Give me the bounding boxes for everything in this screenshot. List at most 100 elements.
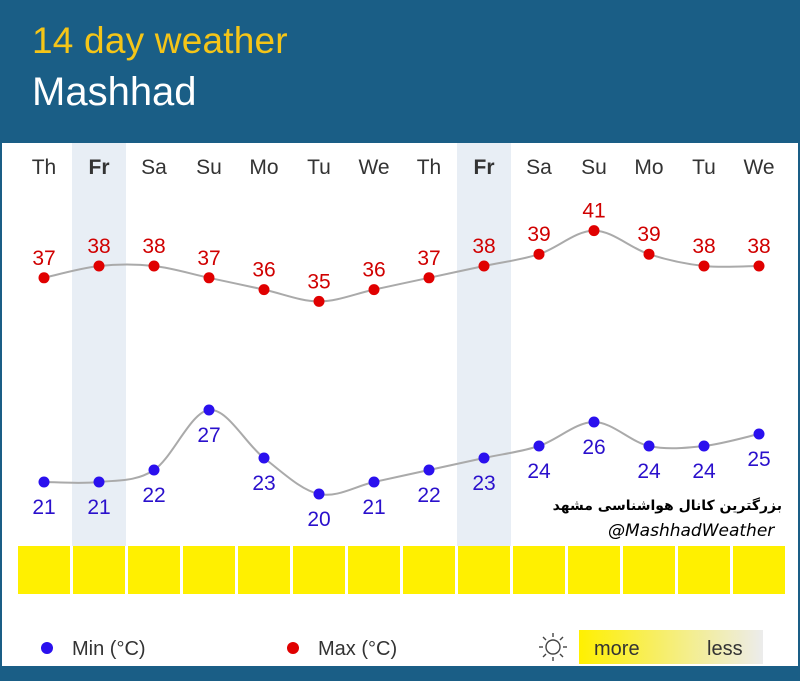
- max-point: [203, 272, 215, 284]
- sunshine-more-label: more: [594, 638, 640, 660]
- day-label: Fr: [474, 156, 495, 179]
- max-point: [533, 248, 545, 260]
- sunshine-cell: [403, 546, 455, 594]
- day-label: Su: [581, 156, 607, 179]
- min-value-label: 22: [142, 484, 165, 507]
- min-point: [368, 476, 380, 488]
- max-value-label: 39: [527, 223, 550, 246]
- sunshine-cell: [293, 546, 345, 594]
- min-value-label: 21: [362, 496, 385, 519]
- max-point: [368, 284, 380, 296]
- max-value-label: 41: [582, 200, 605, 223]
- max-value-label: 35: [307, 270, 330, 293]
- sunshine-cell: [733, 546, 785, 594]
- legend-max-dot: [287, 642, 299, 654]
- min-point: [533, 440, 545, 452]
- min-point: [148, 464, 160, 476]
- day-label: We: [743, 156, 774, 179]
- sunshine-cell: [458, 546, 510, 594]
- min-value-label: 23: [252, 472, 275, 495]
- sunshine-cell: [678, 546, 730, 594]
- header: 14 day weather Mashhad: [2, 0, 800, 143]
- max-value-label: 38: [87, 235, 110, 258]
- min-point: [258, 452, 270, 464]
- legend: Min (°C) Max (°C) more less: [41, 630, 763, 664]
- max-point: [38, 272, 50, 284]
- max-point: [93, 260, 105, 272]
- sunshine-scale: [579, 630, 763, 664]
- min-value-label: 24: [637, 460, 661, 483]
- min-value-label: 27: [197, 424, 220, 447]
- watermark-channel: بزرگترین کانال هواشناسی مشهد: [552, 498, 782, 514]
- max-point: [478, 260, 490, 272]
- min-value-label: 24: [527, 460, 551, 483]
- min-point: [643, 440, 655, 452]
- min-point: [423, 464, 435, 476]
- max-point: [588, 225, 600, 237]
- sunshine-cell: [568, 546, 620, 594]
- day-label: Mo: [634, 156, 663, 179]
- max-value-label: 38: [472, 235, 495, 258]
- day-label: Sa: [141, 156, 167, 179]
- sun-icon: [539, 633, 567, 661]
- page-title: 14 day weather: [32, 20, 288, 61]
- max-value-label: 39: [637, 223, 660, 246]
- max-point: [753, 260, 765, 272]
- day-label: Su: [196, 156, 222, 179]
- max-point: [148, 260, 160, 272]
- day-label: Th: [32, 156, 57, 179]
- max-point: [423, 272, 435, 284]
- sunshine-cell: [348, 546, 400, 594]
- day-label: Sa: [526, 156, 552, 179]
- max-value-label: 36: [362, 259, 385, 282]
- day-label: Tu: [307, 156, 331, 179]
- sunshine-cell: [513, 546, 565, 594]
- min-point: [203, 404, 215, 416]
- sunshine-cell: [623, 546, 675, 594]
- day-label: Tu: [692, 156, 716, 179]
- min-value-label: 26: [582, 436, 605, 459]
- legend-max-label: Max (°C): [318, 638, 397, 660]
- max-point: [643, 248, 655, 260]
- day-label: We: [358, 156, 389, 179]
- max-point: [313, 295, 325, 307]
- min-point: [38, 476, 50, 488]
- min-point: [753, 428, 765, 440]
- max-value-label: 36: [252, 259, 275, 282]
- highlight-column: [457, 143, 511, 546]
- legend-min-dot: [41, 642, 53, 654]
- watermark-handle: @MashhadWeather: [608, 521, 775, 541]
- day-label: Th: [417, 156, 442, 179]
- min-value-label: 20: [307, 508, 330, 531]
- sunshine-cell: [18, 546, 70, 594]
- city-name: Mashhad: [32, 70, 197, 114]
- min-value-label: 21: [32, 496, 55, 519]
- sunshine-cell: [238, 546, 290, 594]
- max-point: [258, 284, 270, 296]
- sunshine-cell: [73, 546, 125, 594]
- min-point: [698, 440, 710, 452]
- sunshine-cell: [183, 546, 235, 594]
- max-value-label: 37: [197, 247, 220, 270]
- max-value-label: 38: [142, 235, 165, 258]
- max-value-label: 37: [32, 247, 55, 270]
- max-value-label: 38: [747, 235, 770, 258]
- legend-min-label: Min (°C): [72, 638, 146, 660]
- min-point: [588, 416, 600, 428]
- min-value-label: 23: [472, 472, 495, 495]
- day-label: Fr: [89, 156, 110, 179]
- min-point: [478, 452, 490, 464]
- sunshine-cell: [128, 546, 180, 594]
- max-point: [698, 260, 710, 272]
- sunshine-less-label: less: [707, 638, 743, 660]
- day-label: Mo: [249, 156, 278, 179]
- min-value-label: 25: [747, 448, 770, 471]
- max-value-label: 38: [692, 235, 715, 258]
- min-value-label: 24: [692, 460, 716, 483]
- min-point: [93, 476, 105, 488]
- min-series-line: [43, 408, 760, 496]
- min-value-label: 21: [87, 496, 110, 519]
- min-value-label: 22: [417, 484, 440, 507]
